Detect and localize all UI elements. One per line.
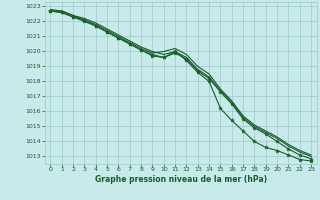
X-axis label: Graphe pression niveau de la mer (hPa): Graphe pression niveau de la mer (hPa) xyxy=(95,175,267,184)
